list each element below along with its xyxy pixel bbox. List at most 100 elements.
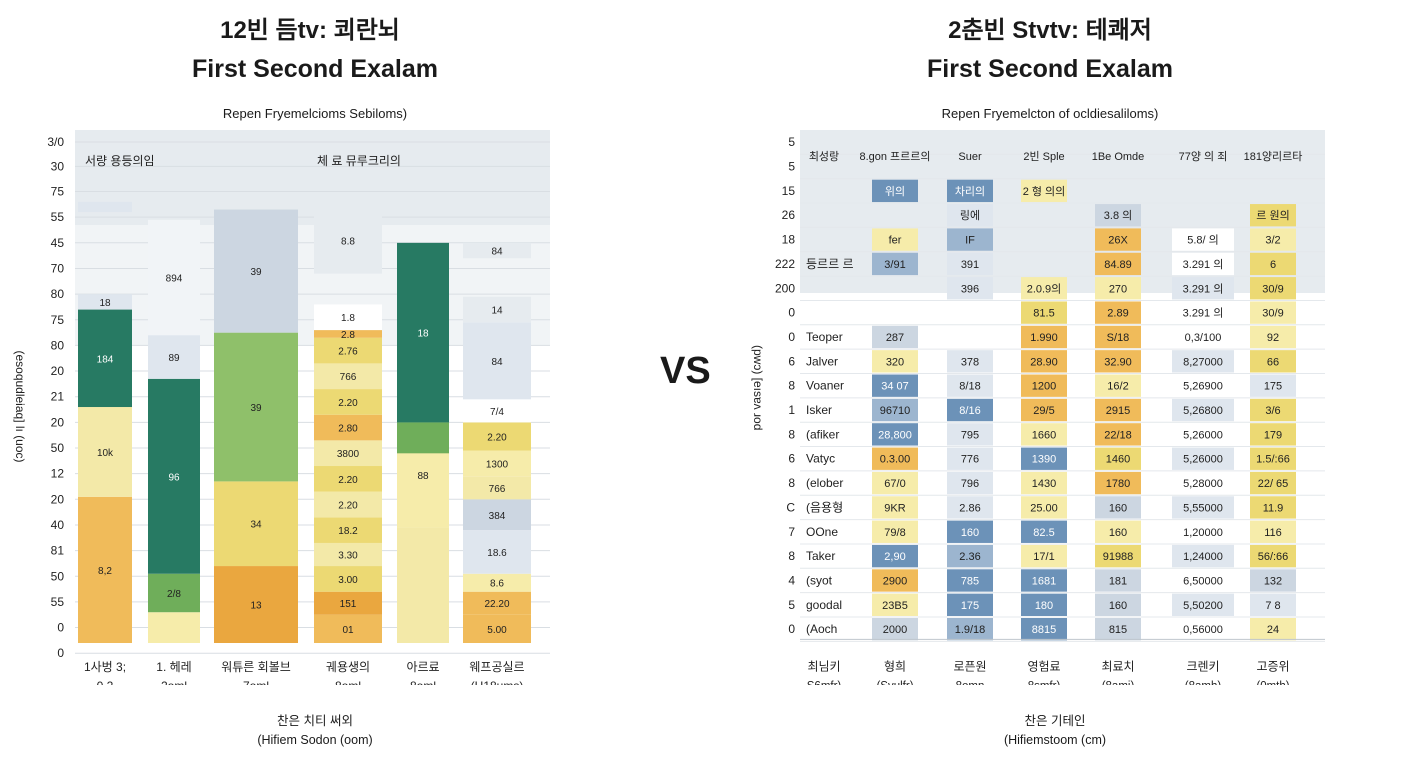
right-row-number: 4	[788, 573, 795, 587]
right-cell	[1095, 447, 1141, 470]
right-x-sublabel: (8amh)	[1185, 680, 1222, 685]
right-cell-value: 3.291 의	[1183, 282, 1224, 295]
right-x-sublabel: S6mfr)	[807, 680, 842, 685]
right-cell	[1250, 423, 1296, 446]
right-cell-value: 5,50200	[1183, 600, 1223, 612]
left-y-tick: 81	[51, 544, 65, 558]
right-cell	[1250, 569, 1296, 592]
right-cell-value: 795	[961, 429, 979, 441]
right-x-label: 최료치	[1101, 659, 1134, 673]
right-cell	[872, 179, 918, 203]
right-cell	[1172, 252, 1234, 276]
left-bar-segment	[463, 591, 531, 615]
right-cell	[872, 252, 918, 276]
right-cell	[872, 398, 918, 422]
right-cell-value: 56/:66	[1258, 551, 1289, 563]
right-cell	[872, 447, 918, 470]
right-cell	[1172, 301, 1234, 324]
right-row-number: 0	[788, 622, 795, 636]
right-cell-value: 2900	[883, 575, 907, 587]
left-y-tick: 80	[51, 338, 65, 352]
right-cell	[947, 618, 993, 641]
right-cell	[1095, 301, 1141, 324]
right-row-label: Teoper	[806, 330, 843, 344]
right-header-band-label: 77양 의 죄	[1179, 150, 1228, 163]
right-cell-value: IF	[965, 235, 975, 247]
left-bar-label: 3.30	[338, 551, 358, 562]
right-cell	[1095, 618, 1141, 641]
right-cell-value: 1.5/:66	[1256, 454, 1290, 466]
right-cell	[1250, 252, 1296, 276]
right-cell	[1021, 179, 1067, 203]
left-bar-label: 8.6	[490, 579, 504, 590]
left-bar-label: 8.8	[341, 236, 355, 247]
right-cell	[1021, 277, 1067, 300]
right-row-label: goodal	[806, 598, 842, 612]
right-cell-value: 위의	[885, 185, 905, 198]
left-bar-label: 766	[340, 372, 357, 383]
left-bar-segment	[148, 335, 200, 379]
left-bar-label: 2.20	[338, 398, 358, 409]
right-cell	[1250, 325, 1296, 349]
right-row-number: C	[786, 500, 795, 514]
right-cell-value: 16/2	[1107, 381, 1128, 393]
right-cell	[1095, 204, 1141, 227]
right-cell-value: 8815	[1032, 624, 1056, 636]
right-cell-value: 181	[1109, 575, 1127, 587]
left-bar-label: 1300	[486, 459, 509, 470]
left-y-tick: 50	[51, 441, 65, 455]
right-cell	[1021, 350, 1067, 373]
right-cell	[947, 228, 993, 251]
right-cell-value: 82.5	[1033, 527, 1054, 539]
right-cell-value: 22/18	[1104, 429, 1132, 441]
right-cell	[947, 374, 993, 397]
right-row-number: 222	[775, 257, 795, 271]
right-cell	[947, 520, 993, 543]
right-cell	[947, 496, 993, 519]
right-cell-value: 116	[1264, 527, 1282, 539]
right-cell	[947, 544, 993, 568]
left-bar-label: 10k	[97, 448, 114, 459]
left-bar-label: 151	[340, 599, 357, 610]
left-header-label-2: 체 료 뮤루크리의	[317, 154, 401, 168]
left-x-label: 궤용생의	[326, 660, 370, 674]
right-cell	[947, 593, 993, 616]
left-bar-segment	[314, 337, 382, 364]
left-bar-segment	[314, 614, 382, 643]
right-cell-value: 160	[1109, 527, 1127, 539]
right-cell	[1250, 520, 1296, 543]
right-cell-value: 1390	[1032, 454, 1056, 466]
right-row-label: Isker	[806, 403, 832, 417]
right-cell-value: 391	[961, 259, 979, 271]
right-cell	[947, 252, 993, 276]
right-cell	[1021, 618, 1067, 641]
right-footnote-line1: 찬은 기테인	[1024, 714, 1086, 728]
right-row-label: Taker	[806, 549, 835, 563]
right-row-number: 8	[788, 379, 795, 393]
right-cell	[947, 350, 993, 373]
right-cell	[1250, 593, 1296, 616]
left-bar-segment	[78, 294, 132, 310]
right-cell-value: 132	[1264, 575, 1282, 587]
left-bar-segment	[397, 242, 449, 423]
left-bar-segment	[78, 496, 132, 643]
right-cell-value: 1660	[1032, 429, 1056, 441]
right-x-sublabel: 8omn	[956, 680, 985, 685]
right-cell	[1250, 301, 1296, 324]
right-cell-value: 5.8/ 의	[1187, 234, 1219, 247]
right-cell-value: 1681	[1032, 575, 1056, 587]
right-y-axis-label: (pwɔ) [eısɐʌ ɹod	[751, 345, 765, 430]
left-bar-label: 2.76	[338, 347, 358, 358]
right-cell-value: 1.990	[1030, 332, 1058, 344]
right-cell	[1250, 228, 1296, 251]
right-row-number: 200	[775, 281, 795, 295]
right-cell	[872, 520, 918, 543]
left-bar-segment	[463, 399, 531, 423]
right-cell-value: 8/18	[959, 381, 980, 393]
right-cell	[872, 374, 918, 397]
right-cell	[1021, 423, 1067, 446]
left-bar-segment	[214, 332, 298, 482]
right-cell	[1250, 618, 1296, 641]
left-y-tick: 40	[51, 518, 65, 532]
left-bar-segment	[214, 201, 298, 210]
